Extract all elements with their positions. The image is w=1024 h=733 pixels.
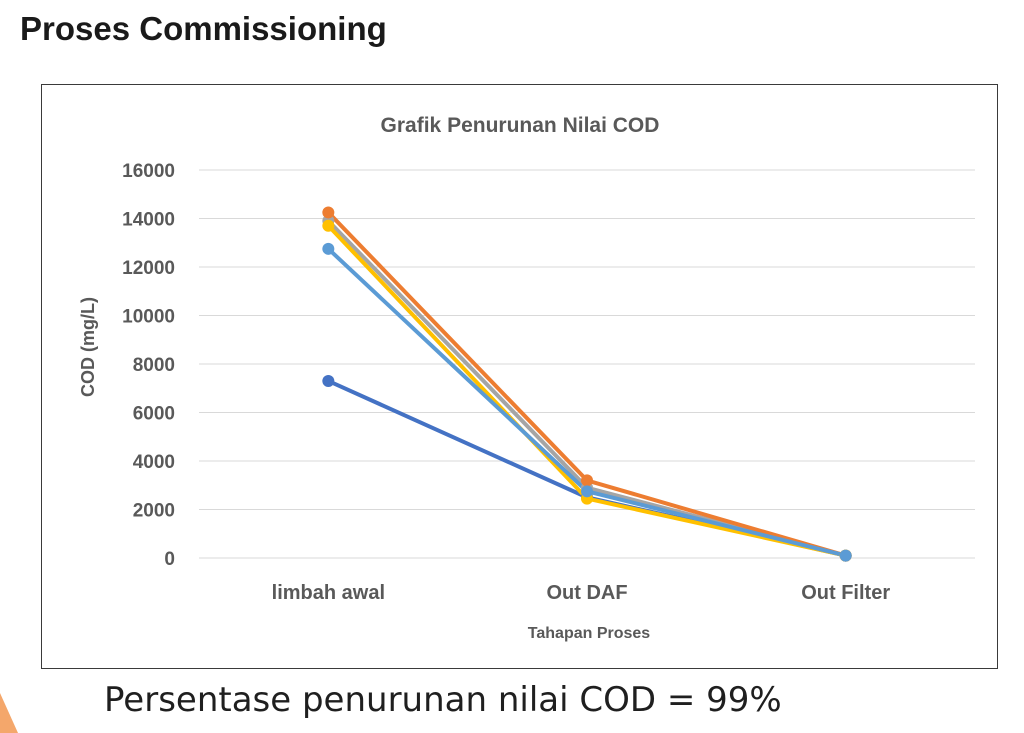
data-point: [322, 206, 335, 219]
x-axis-label: Tahapan Proses: [528, 625, 651, 642]
x-tick-label: limbah awal: [272, 582, 385, 604]
data-point: [839, 549, 852, 562]
data-point: [322, 374, 335, 387]
data-points: [322, 206, 852, 562]
slide-title: Proses Commissioning: [20, 10, 387, 47]
series-line-1: [326, 378, 848, 558]
gridlines: [199, 169, 975, 559]
data-point: [322, 242, 335, 255]
y-tick-label: 14000: [122, 210, 175, 231]
y-tick-label: 0: [164, 549, 175, 570]
series-line-2: [326, 218, 848, 558]
x-tick-label: Out DAF: [546, 582, 627, 604]
series-line-4: [326, 223, 848, 558]
cod-reduction-caption: Persentase penurunan nilai COD = 99%: [104, 680, 782, 720]
y-tick-label: 8000: [133, 355, 175, 376]
y-tick-label: 2000: [133, 501, 175, 522]
y-tick-label: 12000: [122, 258, 175, 279]
x-tick-labels: limbah awal Out DAF Out Filter: [272, 582, 891, 604]
y-tick-label: 16000: [122, 161, 175, 182]
data-point: [581, 474, 593, 487]
data-point: [322, 219, 335, 232]
corner-decoration: [0, 693, 18, 733]
x-tick-label: Out Filter: [801, 582, 890, 604]
y-tick-label: 4000: [133, 452, 175, 473]
data-point: [581, 485, 593, 498]
chart-frame: Grafik Penurunan Nilai COD 0 2000 4000 6000…: [41, 84, 998, 669]
y-tick-labels: 0 2000 4000 6000 8000 10000 12000 14000 16000: [122, 161, 175, 570]
y-axis-label: COD (mg/L): [78, 297, 98, 397]
cod-line-chart: Grafik Penurunan Nilai COD 0 2000 4000 6000…: [78, 114, 975, 642]
chart-title: Grafik Penurunan Nilai COD: [381, 114, 660, 137]
y-tick-label: 6000: [133, 404, 175, 425]
y-tick-label: 10000: [122, 307, 175, 328]
